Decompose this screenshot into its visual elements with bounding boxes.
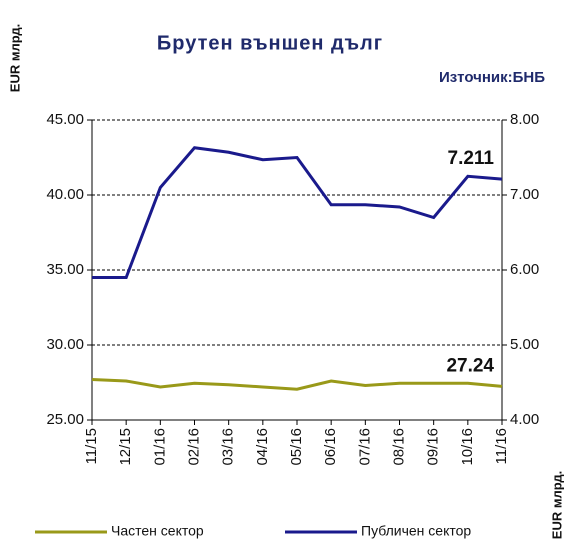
legend-label: Частен сектор (111, 523, 204, 539)
x-tick-label: 10/16 (459, 428, 476, 466)
x-tick-label: 02/16 (185, 428, 202, 466)
x-tick-label: 09/16 (425, 428, 442, 466)
x-tick-label: 12/15 (117, 428, 134, 466)
series-line (91, 378, 503, 391)
y2-tick-label: 7.00 (510, 186, 539, 203)
chart-subtitle: Източник:БНБ (439, 69, 545, 86)
x-tick-label: 03/16 (220, 428, 237, 466)
series-line (92, 146, 503, 279)
y2-axis-label: EUR млрд. (549, 471, 564, 539)
y-axis-label: EUR млрд. (7, 24, 22, 92)
x-tick-label: 06/16 (322, 428, 339, 466)
y2-tick-label: 4.00 (510, 411, 539, 428)
y-tick-label: 40.00 (46, 186, 84, 203)
x-tick-label: 08/16 (390, 428, 407, 466)
y-tick-label: 25.00 (46, 411, 84, 428)
data-label: 7.211 (448, 148, 495, 169)
legend-label: Публичен сектор (361, 523, 471, 539)
x-tick-label: 11/15 (83, 428, 100, 464)
y-tick-label: 35.00 (46, 261, 84, 278)
x-tick-label: 07/16 (356, 428, 373, 466)
y-tick-label: 45.00 (46, 111, 84, 128)
x-tick-label: 05/16 (288, 428, 305, 466)
x-tick-label: 11/16 (493, 428, 510, 464)
chart-title: Брутен външен дълг (157, 32, 383, 54)
y2-tick-label: 5.00 (510, 336, 539, 353)
x-tick-label: 01/16 (151, 428, 168, 466)
x-tick-label: 04/16 (254, 428, 271, 466)
y2-tick-label: 8.00 (510, 111, 539, 128)
data-label: 27.24 (446, 355, 494, 376)
y2-tick-label: 6.00 (510, 261, 539, 278)
y-tick-label: 30.00 (46, 336, 84, 353)
